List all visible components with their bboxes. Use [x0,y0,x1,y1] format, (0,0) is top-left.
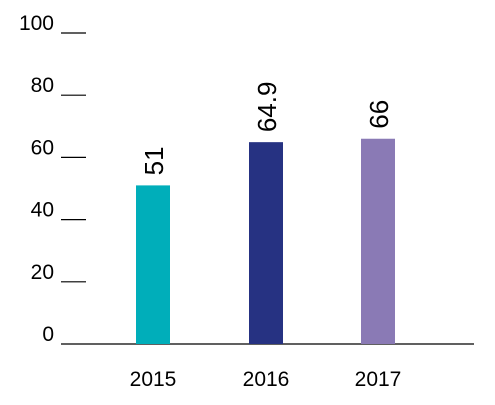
bar-series [136,138,395,344]
y-tick-label: 0 [42,323,54,346]
y-tick-label: 60 [31,136,54,159]
x-category-label: 2015 [130,368,177,391]
x-category-label: 2016 [243,368,290,391]
x-axis: 2015 2016 2017 [130,368,402,391]
bar-2016 [249,142,283,344]
bar-2017 [361,138,395,344]
y-tick-label: 80 [31,74,54,97]
x-category-label: 2017 [355,368,402,391]
y-tick-label: 40 [31,199,54,222]
value-labels: 51 64.9 66 [139,82,394,176]
value-label-2017: 66 [364,100,394,129]
value-label-2015: 51 [139,146,169,175]
y-tick-label: 20 [31,261,54,284]
bar-2015 [136,185,170,344]
y-axis: 0 20 40 60 80 100 [19,12,86,346]
value-label-2016: 64.9 [252,82,282,133]
y-tick-label: 100 [19,12,54,35]
